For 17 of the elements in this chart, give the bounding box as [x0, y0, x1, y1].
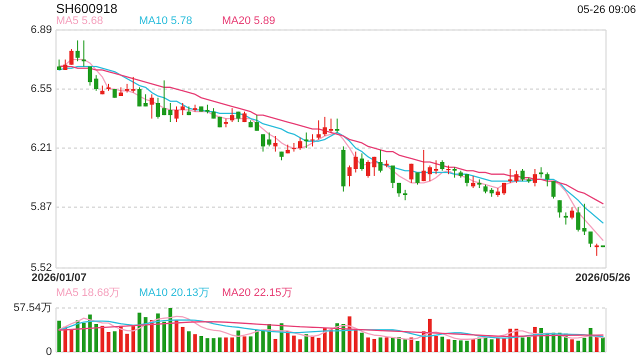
y-tick-label: 6.89 [30, 24, 52, 36]
y-tick-label: 5.87 [30, 201, 52, 214]
text: MA10 20.13万 [139, 287, 210, 299]
text: MA10 5.78 [139, 15, 192, 27]
chart-title: SH600918 [56, 1, 118, 16]
y-tick-label: 0 [46, 346, 52, 358]
text: MA20 5.89 [222, 15, 276, 27]
x-tick-label: 2026/01/07 [32, 272, 87, 284]
text: MA5 5.68 [56, 15, 104, 27]
text: 05-26 09:06 [577, 4, 636, 16]
text: MA5 18.68万 [56, 287, 120, 299]
y-tick-label: 6.21 [30, 142, 52, 154]
y-tick-label: 6.55 [30, 83, 52, 96]
y-tick-label: 5.52 [30, 262, 52, 274]
x-tick-label: 2026/05/26 [575, 272, 630, 284]
text: MA20 22.15万 [222, 287, 292, 299]
y-tick-label: 57.54万 [13, 302, 52, 314]
